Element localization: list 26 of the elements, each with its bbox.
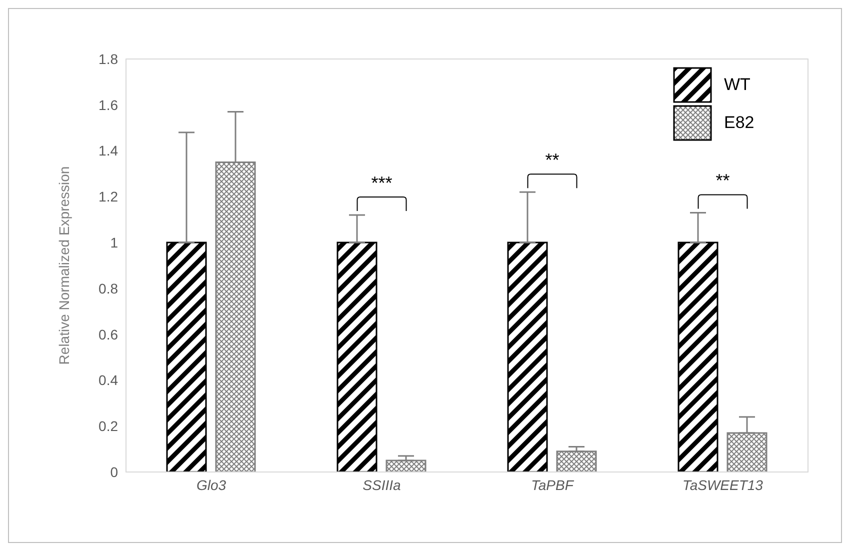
y-tick-label: 0.6 [98,326,118,342]
y-tick-label: 1.4 [98,142,118,159]
y-tick-label: 1.8 [98,50,118,67]
annotation: *** [371,173,392,194]
y-tick-label: 1 [110,234,118,251]
y-tick-label: 1.2 [98,188,118,205]
legend-label: WT [724,75,750,95]
bar [386,460,426,472]
x-tick-label: TaSWEET13 [682,476,764,493]
annotation: ** [716,170,730,191]
y-tick-label: 0.4 [98,372,118,388]
y-tick-label: 1.6 [98,96,118,113]
x-tick-label: Glo3 [196,476,226,493]
bar [336,242,378,472]
legend-label: E82 [724,113,754,133]
annotation: ** [545,150,560,170]
bar [507,242,548,472]
x-tick-label: SSIIIa [362,476,402,493]
y-tick-label: 0 [110,464,118,480]
bar [678,242,718,472]
bar [166,242,207,472]
y-tick-label: 0.2 [98,418,118,434]
y-axis-title: Relative Normalized Expression [56,166,72,365]
x-tick-label: TaPBF [531,476,575,493]
y-tick-label: 0.8 [98,280,118,296]
bar [556,450,597,472]
